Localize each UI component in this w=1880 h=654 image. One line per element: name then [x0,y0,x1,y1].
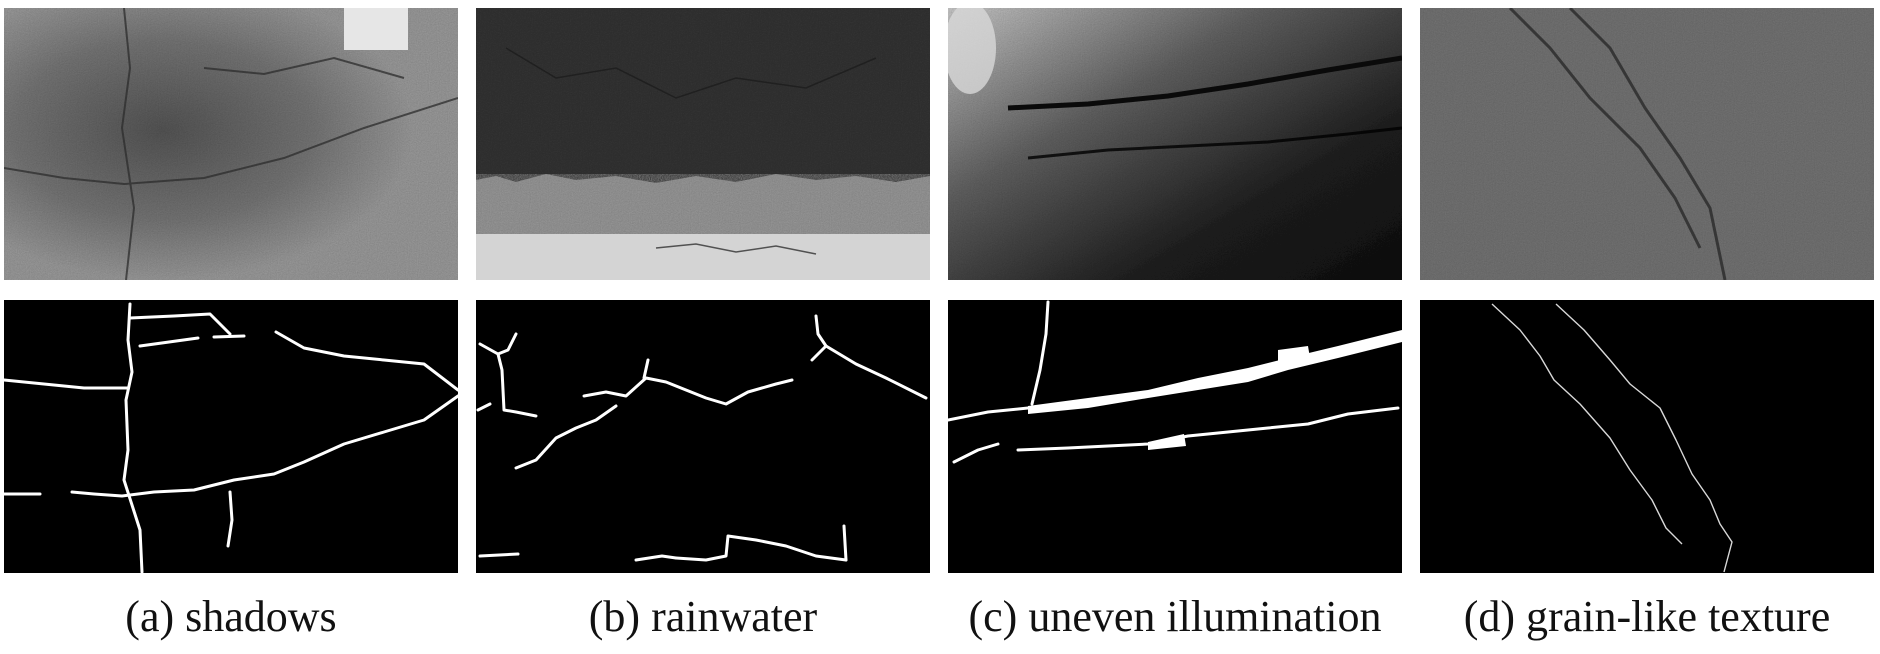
asphalt-with-shadow-photo [4,8,458,280]
asphalt-grain-texture-photo [1420,8,1874,280]
caption-shadows: (a) shadows [125,592,337,641]
crack-mask [1491,303,1733,573]
crack-mask-rainwater [476,300,930,573]
crack-mask [4,302,458,573]
crack-mask [476,314,928,562]
crack-mask [948,300,1402,464]
photo-rainwater [476,8,930,280]
photo-grain-texture [1420,8,1874,280]
asphalt-with-rainwater-photo [476,8,930,280]
photo-uneven-illumination [948,8,1402,280]
crack-mask-uneven-illumination [948,300,1402,573]
asphalt-uneven-illumination-photo [948,8,1402,280]
crack-mask-shadows [4,300,458,573]
photo-shadows [4,8,458,280]
caption-rainwater: (b) rainwater [588,592,818,641]
crack-mask-grain-texture [1420,300,1874,573]
caption-grain-texture: (d) grain-like texture [1463,592,1831,641]
caption-uneven-illumination: (c) uneven illumination [968,592,1382,641]
